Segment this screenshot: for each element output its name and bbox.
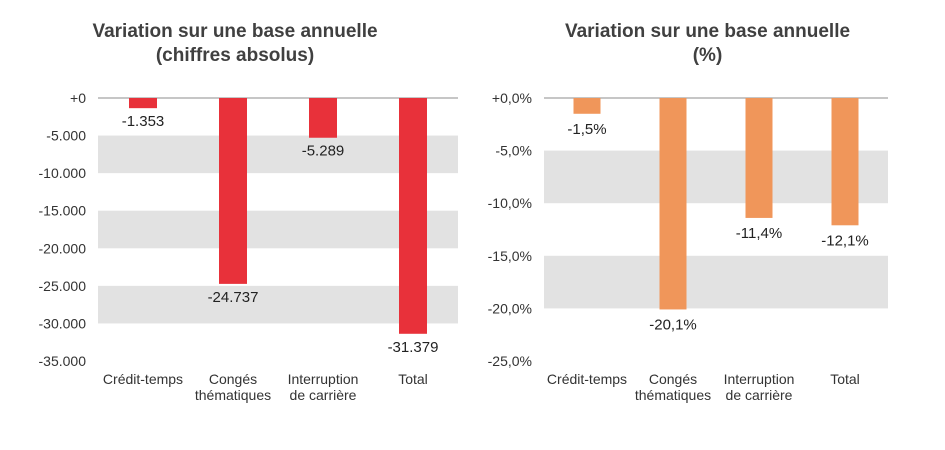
x-tick-label: thématiques (635, 387, 711, 403)
bar (659, 98, 687, 310)
grid-band (98, 210, 458, 249)
x-tick-label: Crédit-temps (103, 371, 183, 387)
data-label: -31.379 (388, 339, 439, 356)
chart-absolute: Variation sur une base annuelle (chiffre… (0, 0, 470, 450)
bar (219, 98, 247, 284)
data-label: -24.737 (208, 289, 259, 306)
y-tick-label: -35.000 (39, 353, 87, 369)
x-tick-label: de carrière (290, 387, 357, 403)
y-tick-label: -15.000 (39, 203, 87, 219)
bar (573, 98, 601, 114)
grid-band (544, 150, 888, 204)
y-tick-label: -20.000 (39, 240, 87, 256)
data-label: -1,5% (567, 121, 606, 138)
x-tick-label: Crédit-temps (547, 371, 627, 387)
x-tick-label: Total (398, 371, 428, 387)
chart-plot-percent: +0,0% -5,0% -10,0% -15,0% -20,0% -25,0% -1,5% C… (488, 90, 888, 403)
y-tick-label: -15,0% (488, 248, 532, 264)
y-tick-label: -5,0% (495, 143, 532, 159)
chart-percent: Variation sur une base annuelle (%) +0,0… (470, 0, 945, 450)
y-tick-label: -25,0% (488, 353, 532, 369)
x-tick-label: Interruption (288, 371, 359, 387)
y-tick-label: -10.000 (39, 165, 87, 181)
y-tick-label: -10,0% (488, 195, 532, 211)
y-tick-label: -30.000 (39, 315, 87, 331)
bar (745, 98, 773, 218)
y-tick-label: +0 (70, 90, 86, 106)
y-tick-label: -20,0% (488, 300, 532, 316)
x-tick-label: Congés (209, 371, 257, 387)
bar (309, 98, 337, 138)
bar (399, 98, 427, 334)
y-tick-label: -5.000 (46, 128, 86, 144)
y-tick-label: +0,0% (492, 90, 532, 106)
x-tick-label: Congés (649, 371, 697, 387)
grid-band (98, 285, 458, 324)
chart-title: Variation sur une base annuelle (%) (470, 20, 945, 68)
data-label: -20,1% (649, 316, 697, 333)
chart-title-line-1: Variation sur une base annuelle (564, 21, 851, 42)
x-tick-label: Interruption (724, 371, 795, 387)
x-tick-label: de carrière (726, 387, 793, 403)
chart-title-line-2: (%) (692, 45, 723, 66)
bar (831, 98, 859, 226)
bar (129, 98, 157, 109)
grid-band (98, 135, 458, 174)
grid-band (544, 255, 888, 309)
chart-title-line-1: Variation sur une base annuelle (92, 21, 378, 42)
chart-plot-absolute: +0 -5.000 -10.000 -15.000 -20.000 -25.000 -30.… (39, 90, 458, 403)
data-label: -5.289 (302, 143, 345, 160)
x-tick-label: Total (830, 371, 860, 387)
y-tick-label: -25.000 (39, 278, 87, 294)
data-label: -12,1% (821, 232, 869, 249)
data-label: -1.353 (122, 113, 165, 130)
x-tick-label: thématiques (195, 387, 271, 403)
chart-title: Variation sur une base annuelle (chiffre… (0, 20, 470, 68)
data-label: -11,4% (736, 225, 782, 242)
chart-title-line-2: (chiffres absolus) (155, 45, 315, 66)
